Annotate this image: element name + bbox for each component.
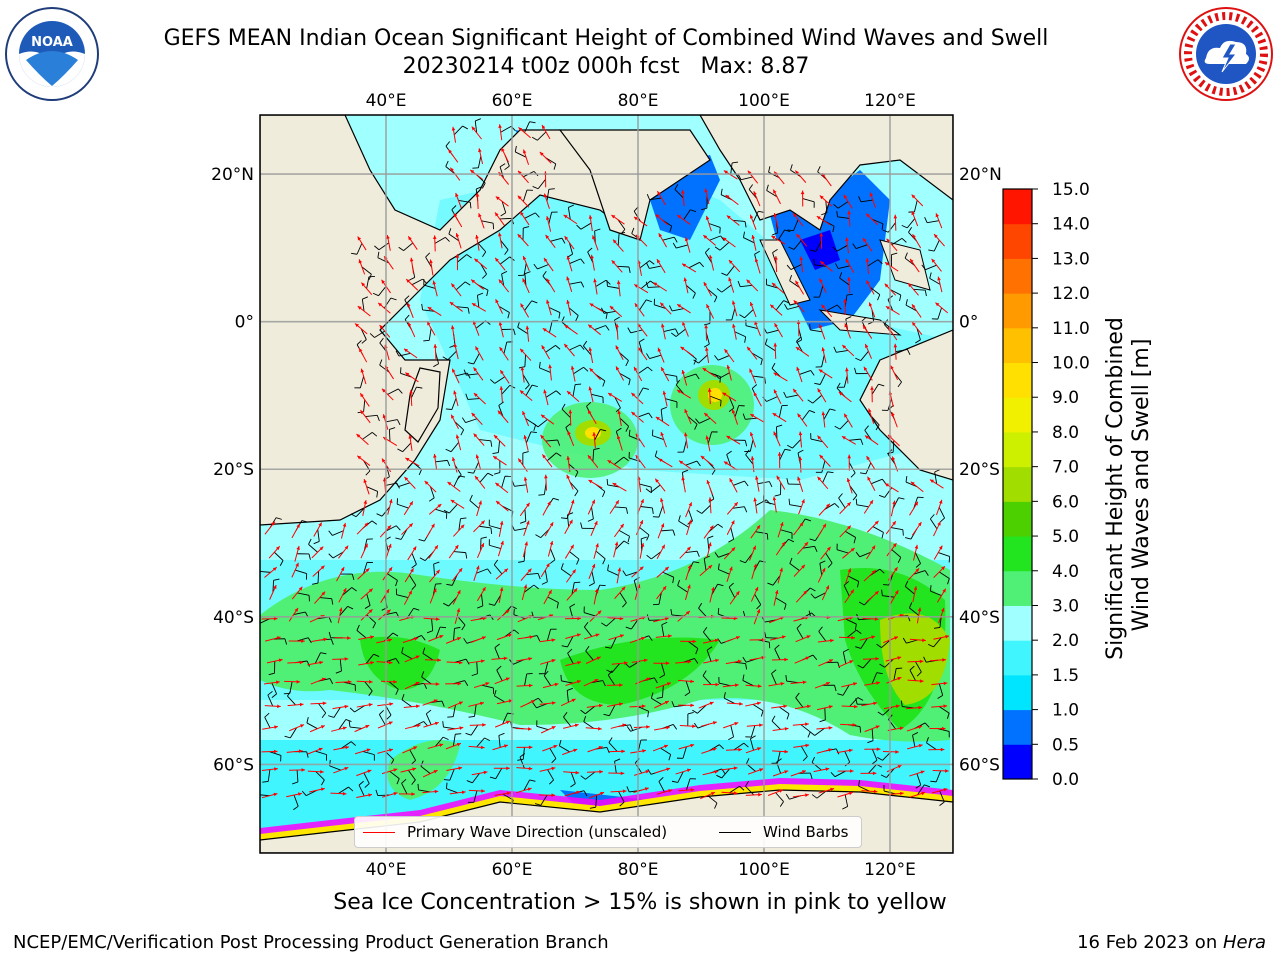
credit-text: NCEP/EMC/Verification Post Processing Pr… — [13, 932, 609, 953]
colorbar-segment-1 — [1003, 709, 1032, 745]
legend-label-wind-barbs: Wind Barbs — [763, 823, 849, 841]
colorbar-tick-14: 12.0 — [1052, 284, 1090, 304]
y-tick-left-0: 20°N — [211, 165, 254, 185]
colorbar-tick-1: 0.5 — [1052, 735, 1079, 755]
sea-ice-note: Sea Ice Concentration > 15% is shown in … — [333, 890, 947, 915]
legend-item-wind-barbs: Wind Barbs — [719, 823, 848, 841]
colorbar-segment-7 — [1003, 501, 1032, 537]
colorbar-tick-7: 5.0 — [1052, 527, 1079, 547]
chart-title-line1: GEFS MEAN Indian Ocean Significant Heigh… — [163, 26, 1049, 51]
colorbar-segment-14 — [1003, 258, 1032, 294]
x-tick-top-0: 40°E — [366, 91, 407, 111]
colorbar-segment-16 — [1003, 189, 1032, 225]
date-stamp: 16 Feb 2023 on Hera — [1077, 932, 1266, 953]
colorbar-segment-4 — [1003, 605, 1032, 641]
y-tick-left-4: 60°S — [213, 755, 254, 775]
x-tick-bottom-0: 40°E — [366, 860, 407, 880]
colorbar-tick-13: 11.0 — [1052, 319, 1090, 339]
wave-direction-layer — [261, 124, 950, 800]
y-tick-left-2: 20°S — [213, 460, 254, 480]
land-africa — [260, 115, 641, 526]
colorbar-segment-3 — [1003, 640, 1032, 676]
axis-labels: 40°E 40°E 60°E 60°E 80°E 80°E 100°E 100°E 120°E 1… — [211, 91, 1002, 880]
wind-barbs-layer — [260, 118, 951, 811]
colorbar-segment-9 — [1003, 431, 1032, 468]
colorbar-tick-6: 4.0 — [1052, 562, 1079, 582]
colorbar-tick-0: 0.0 — [1052, 770, 1079, 790]
legend-label-wave-direction: Primary Wave Direction (unscaled) — [407, 823, 668, 841]
y-tick-right-1: 0° — [959, 313, 978, 333]
colorbar-segment-15 — [1003, 223, 1032, 259]
y-tick-left-1: 0° — [235, 313, 254, 333]
x-tick-bottom-1: 60°E — [492, 860, 533, 880]
colorbar-label: Significant Height of Combined Wind Wave… — [1103, 310, 1154, 660]
colorbar-segment-2 — [1003, 674, 1032, 711]
colorbar-tick-11: 9.0 — [1052, 388, 1079, 408]
machine-name: Hera — [1222, 932, 1266, 953]
noaa-logo-text: NOAA — [31, 35, 73, 50]
colorbar-segment-10 — [1003, 397, 1032, 433]
gridlines — [260, 115, 953, 853]
colorbar-tick-10: 8.0 — [1052, 423, 1079, 443]
x-tick-bottom-4: 120°E — [864, 860, 916, 880]
map-area — [260, 115, 953, 853]
colorbar-segment-0 — [1003, 744, 1032, 780]
colorbar-segment-8 — [1003, 466, 1032, 502]
colorbar-tick-5: 3.0 — [1052, 596, 1079, 616]
x-tick-top-1: 60°E — [492, 91, 533, 111]
colorbar-tick-16: 14.0 — [1052, 215, 1090, 235]
legend-item-wave-direction: Primary Wave Direction (unscaled) — [363, 823, 667, 841]
colorbar-tick-3: 1.5 — [1052, 666, 1079, 686]
y-tick-right-4: 60°S — [959, 755, 1000, 775]
x-tick-top-3: 100°E — [738, 91, 790, 111]
y-tick-left-3: 40°S — [213, 608, 254, 628]
colorbar-segment-6 — [1003, 536, 1032, 572]
nws-logo — [1179, 7, 1273, 101]
chart-legend: Primary Wave Direction (unscaled) Wind B… — [354, 816, 862, 848]
legend-swatch-wind-barbs — [719, 831, 751, 833]
date-text: 16 Feb 2023 on — [1077, 932, 1223, 953]
colorbar-tick-15: 13.0 — [1052, 249, 1090, 269]
colorbar-frame — [1002, 188, 1033, 780]
y-tick-right-3: 40°S — [959, 608, 1000, 628]
colorbar-tick-12: 10.0 — [1052, 354, 1090, 374]
colorbar-tick-2: 1.0 — [1052, 701, 1079, 721]
y-tick-right-0: 20°N — [959, 165, 1002, 185]
colorbar-tick-4: 2.0 — [1052, 631, 1079, 651]
legend-swatch-wave-direction — [363, 831, 395, 833]
x-tick-bottom-3: 100°E — [738, 860, 790, 880]
map-frame — [259, 114, 954, 854]
y-tick-right-2: 20°S — [959, 460, 1000, 480]
x-tick-bottom-2: 80°E — [618, 860, 659, 880]
colorbar-tick-9: 7.0 — [1052, 458, 1079, 478]
colorbar-segment-12 — [1003, 327, 1032, 364]
colorbar-segment-11 — [1003, 362, 1032, 398]
noaa-logo: NOAA — [5, 7, 99, 101]
colorbar-tick-8: 6.0 — [1052, 492, 1079, 512]
colorbar-tick-17: 15.0 — [1052, 180, 1090, 200]
chart-title-line2: 20230214 t00z 000h fcst Max: 8.87 — [402, 54, 810, 79]
x-tick-top-4: 120°E — [864, 91, 916, 111]
colorbar-segment-13 — [1003, 293, 1032, 329]
colorbar: 0.0 0.5 1.0 1.5 2.0 3.0 4.0 5.0 6.0 7.0 8.0 9.0 10.0… — [1002, 180, 1090, 790]
land-madagascar — [404, 367, 441, 443]
x-tick-top-2: 80°E — [618, 91, 659, 111]
colorbar-segment-5 — [1003, 570, 1032, 606]
